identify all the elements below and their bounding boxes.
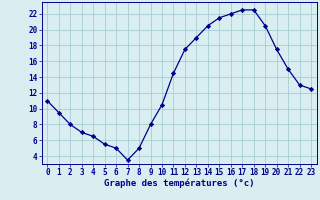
X-axis label: Graphe des températures (°c): Graphe des températures (°c) xyxy=(104,179,254,188)
